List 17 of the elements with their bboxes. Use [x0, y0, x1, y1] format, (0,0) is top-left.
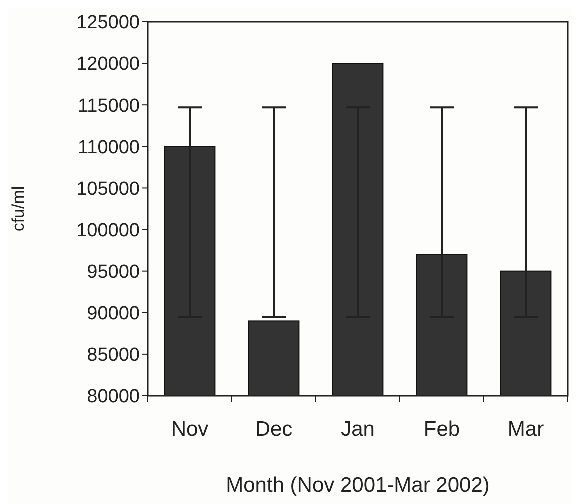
y-tick-label: 100000 — [76, 220, 140, 242]
y-tick-label: 120000 — [76, 54, 140, 76]
x-tick-label: Dec — [255, 418, 293, 441]
x-tick-label: Nov — [171, 418, 210, 441]
y-tick-label: 115000 — [78, 96, 140, 117]
x-tick-label: Feb — [424, 418, 460, 441]
x-tick-label: Jan — [341, 418, 375, 441]
x-tick-label: Mar — [508, 418, 544, 441]
y-tick-label: 125000 — [76, 12, 140, 34]
y-tick-label: 95000 — [87, 262, 140, 283]
y-tick-label: 90000 — [87, 304, 140, 325]
y-axis-title: cfu/ml — [9, 186, 28, 232]
y-tick-label: 110000 — [78, 137, 140, 158]
y-tick-label: 85000 — [87, 345, 140, 366]
y-tick-label: 80000 — [87, 386, 140, 408]
x-axis-title: Month (Nov 2001-Mar 2002) — [226, 474, 490, 497]
y-tick-label: 105000 — [76, 178, 140, 200]
